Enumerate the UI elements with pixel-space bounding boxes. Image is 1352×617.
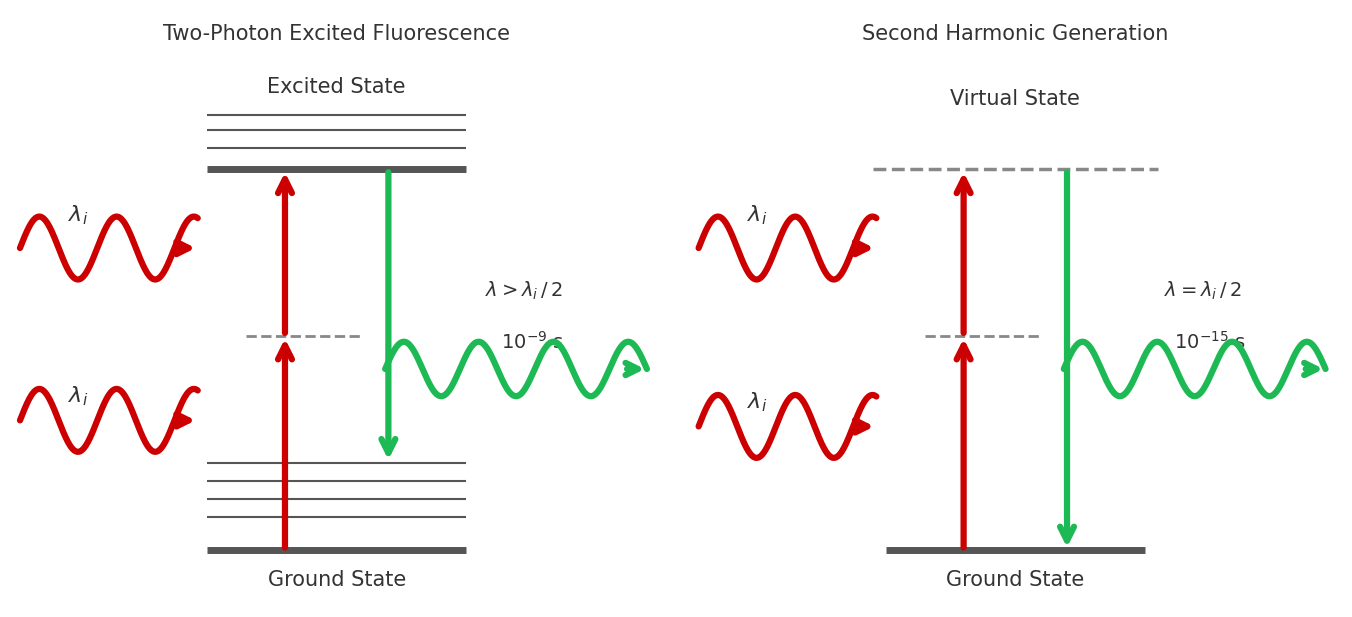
Text: $10^{-15}$ s: $10^{-15}$ s <box>1174 331 1245 353</box>
Text: $\lambda_i$: $\lambda_i$ <box>746 203 767 226</box>
Text: $10^{-9}$ s: $10^{-9}$ s <box>502 331 565 353</box>
Text: $\lambda = \lambda_i\,/\,2$: $\lambda = \lambda_i\,/\,2$ <box>1164 280 1241 302</box>
Text: $\lambda > \lambda_i\,/\,2$: $\lambda > \lambda_i\,/\,2$ <box>485 280 562 302</box>
Text: Second Harmonic Generation: Second Harmonic Generation <box>863 24 1168 44</box>
Text: $\lambda_i$: $\lambda_i$ <box>746 391 767 414</box>
Text: Virtual State: Virtual State <box>950 89 1080 109</box>
Text: $\lambda_i$: $\lambda_i$ <box>68 384 88 408</box>
Text: Excited State: Excited State <box>268 77 406 97</box>
Text: Ground State: Ground State <box>946 569 1084 590</box>
Text: Two-Photon Excited Fluorescence: Two-Photon Excited Fluorescence <box>164 24 510 44</box>
Text: Ground State: Ground State <box>268 569 406 590</box>
Text: $\lambda_i$: $\lambda_i$ <box>68 203 88 226</box>
